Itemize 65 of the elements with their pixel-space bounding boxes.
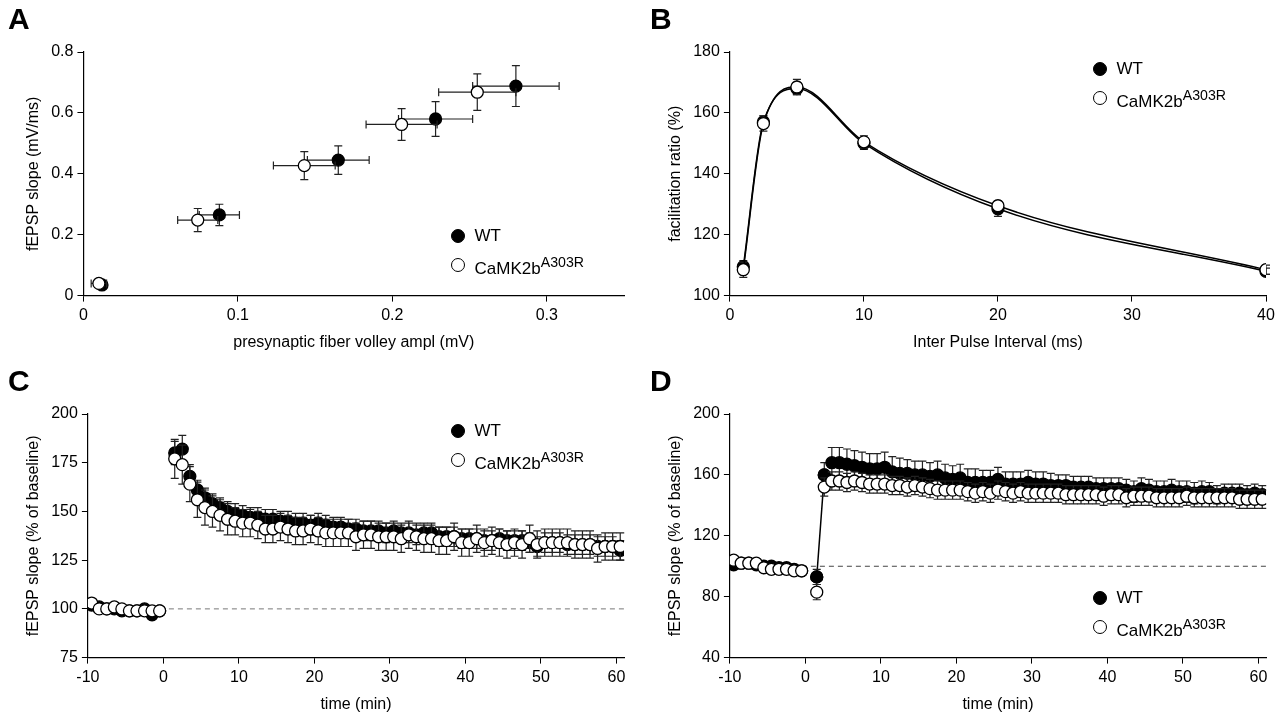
x-tick-label: 20: [947, 667, 966, 685]
chart-title: D: [650, 364, 672, 398]
y-tick-label: 100: [693, 286, 720, 304]
x-tick-label: 0.3: [535, 305, 558, 323]
y-tick-label: 40: [702, 648, 720, 666]
legend-label: CaMK2b$^{A303R}$: [474, 448, 584, 475]
x-tick-label: 0.2: [381, 305, 404, 323]
y-tick-label: 0.4: [51, 164, 74, 182]
y-tick-label: 150: [51, 501, 78, 519]
y-tick-label: 200: [693, 404, 720, 422]
x-tick-label: 20: [305, 667, 324, 685]
y-axis-title: fEPSP slope (% of baseline): [24, 435, 42, 637]
x-axis-title: time (min): [962, 694, 1034, 712]
x-tick-label: 50: [532, 667, 550, 685]
y-axis-title: fEPSP slope (mV/ms): [24, 96, 42, 252]
x-tick-label: 30: [1123, 305, 1141, 323]
y-tick-label: 75: [60, 648, 78, 666]
chart-title: A: [8, 2, 30, 36]
x-axis-title: time (min): [320, 694, 392, 712]
x-tick-label: 30: [1023, 667, 1041, 685]
chart-title: C: [8, 364, 30, 398]
y-tick-label: 125: [51, 550, 78, 568]
x-tick-label: 60: [607, 667, 626, 685]
y-axis-title: fEPSP slope (% of baseline): [666, 435, 684, 637]
x-axis-title: Inter Pulse Interval (ms): [913, 332, 1083, 350]
y-tick-label: 175: [51, 453, 78, 471]
y-tick-label: 0.2: [51, 225, 74, 243]
x-tick-label: 0: [158, 667, 168, 685]
x-axis-title: presynaptic fiber volley ampl (mV): [233, 332, 475, 350]
x-tick-label: -10: [76, 667, 100, 685]
chart-title: B: [650, 2, 672, 36]
legend-label: WT: [474, 224, 501, 247]
x-tick-label: 0: [800, 667, 810, 685]
x-tick-label: 20: [989, 305, 1007, 323]
y-tick-label: 160: [693, 465, 720, 483]
y-tick-label: 120: [693, 225, 720, 243]
x-tick-label: 60: [1249, 667, 1268, 685]
y-tick-label: 0.8: [51, 42, 74, 60]
y-tick-label: 160: [693, 103, 720, 121]
x-tick-label: 10: [872, 667, 890, 685]
y-tick-label: 140: [693, 164, 720, 182]
legend-label: WT: [1116, 58, 1143, 80]
x-tick-label: 40: [1098, 667, 1117, 685]
x-tick-label: 0: [725, 305, 735, 323]
y-tick-label: 100: [51, 599, 78, 617]
x-tick-label: 10: [855, 305, 873, 323]
y-tick-label: 200: [51, 404, 78, 422]
y-tick-label: 120: [693, 526, 720, 544]
x-tick-label: 0.1: [226, 305, 250, 323]
y-tick-label: 0.6: [51, 103, 74, 121]
y-tick-label: 0: [64, 286, 74, 304]
y-tick-label: 80: [702, 587, 720, 605]
legend-label: CaMK2b$^{A303R}$: [474, 252, 584, 280]
x-tick-label: 40: [1257, 305, 1275, 323]
x-tick-label: 30: [381, 667, 399, 685]
y-axis-title: facilitation ratio (%): [666, 105, 684, 242]
legend-label: CaMK2b$^{A303R}$: [1116, 86, 1226, 113]
legend-label: WT: [1116, 586, 1143, 609]
x-tick-label: -10: [718, 667, 742, 685]
legend-label: WT: [474, 420, 501, 442]
x-tick-label: 10: [230, 667, 248, 685]
x-tick-label: 50: [1174, 667, 1192, 685]
x-tick-label: 40: [456, 667, 475, 685]
y-tick-label: 180: [693, 42, 720, 60]
legend-label: CaMK2b$^{A303R}$: [1116, 614, 1226, 642]
